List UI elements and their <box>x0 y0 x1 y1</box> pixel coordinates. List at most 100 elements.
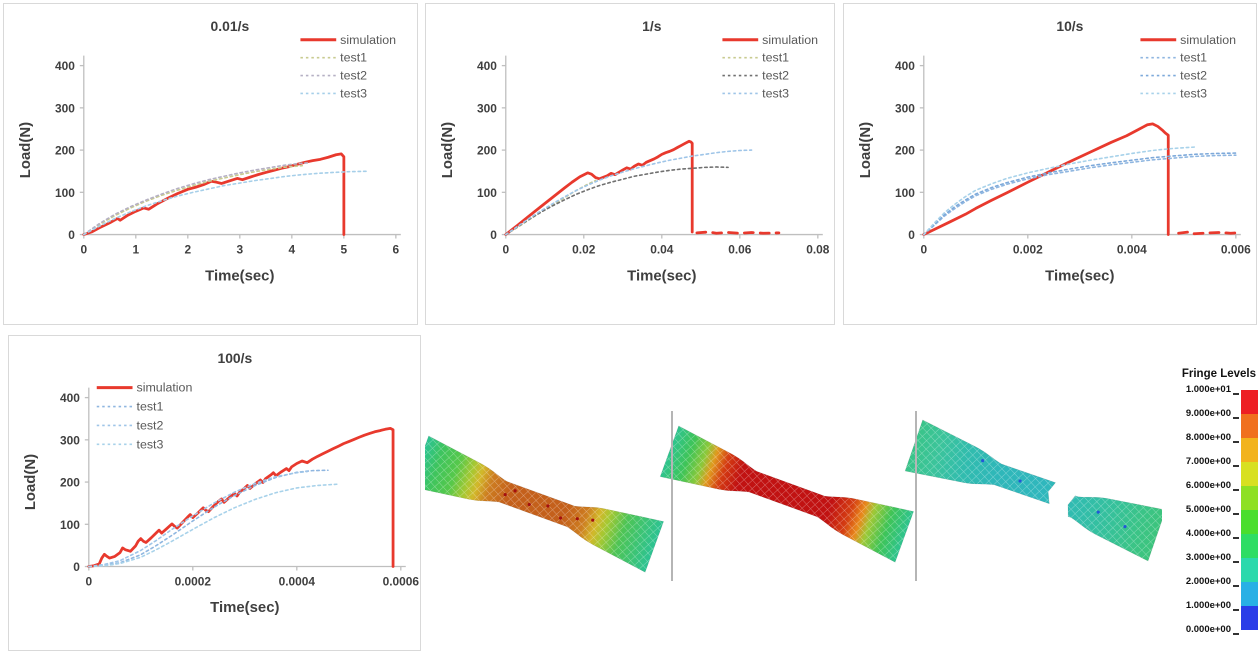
series-test1 <box>922 154 1237 236</box>
x-tick-label: 6 <box>393 242 400 256</box>
fringe-level-label: 4.000e+00 <box>1185 528 1231 539</box>
fringe-speckle <box>575 517 579 521</box>
series-test3 <box>504 149 753 236</box>
legend-item-test2: test2 <box>96 418 163 432</box>
x-tick-label: 0.0002 <box>175 574 212 588</box>
fringe-levels-legend: Fringe Levels 1.000e+01 9.000e+00 8.000e+0… <box>1162 368 1258 650</box>
legend-item-test1: test1 <box>96 400 163 414</box>
legend-label-test3: test3 <box>136 437 163 451</box>
y-tick-label: 300 <box>477 101 497 115</box>
fringe-speckle <box>513 489 517 493</box>
fringe-color-segment <box>1241 414 1258 438</box>
series-simulation <box>922 122 1170 236</box>
series-simulation-after-failure <box>695 230 781 235</box>
legend-label-test2: test2 <box>1180 69 1207 83</box>
chart-panel-100s: 0 0.0002 0.0004 0.0006 0 100 200 300 400 100/s Tim… <box>8 335 421 651</box>
series-test3 <box>922 146 1195 236</box>
fringe-tick <box>1233 561 1239 563</box>
legend-label-simulation: simulation <box>1180 33 1236 47</box>
x-tick-label: 0.0004 <box>279 574 316 588</box>
fringe-level-label: 1.000e+00 <box>1185 600 1231 611</box>
x-tick-label: 0.02 <box>572 242 596 256</box>
legend-item-simulation: simulation <box>722 33 818 47</box>
series-test3 <box>82 170 369 236</box>
fringe-tick <box>1233 465 1239 467</box>
x-tick-label: 1 <box>132 242 139 256</box>
fringe-level-label: 6.000e+00 <box>1185 480 1231 491</box>
y-tick-label: 0 <box>908 228 915 242</box>
fringe-speckle <box>1018 479 1022 483</box>
legend-label-test1: test1 <box>1180 51 1207 65</box>
legend-item-simulation: simulation <box>96 381 192 395</box>
chart-title: 10/s <box>1056 18 1083 34</box>
fringe-level-label: 3.000e+00 <box>1185 552 1231 563</box>
legend-item-test1: test1 <box>722 51 789 65</box>
fringe-levels-scale: 1.000e+01 9.000e+00 8.000e+00 7.000e+00 6.00… <box>1162 384 1258 646</box>
legend-item-test3: test3 <box>722 86 789 100</box>
fringe-level-label: 0.000e+00 <box>1185 624 1231 635</box>
legend-label-test3: test3 <box>340 86 367 100</box>
legend-label-test2: test2 <box>340 69 367 83</box>
y-axis-label: Load(N) <box>440 122 456 178</box>
y-tick-label: 200 <box>477 144 497 158</box>
y-tick-label: 0 <box>68 228 75 242</box>
legend-label-test1: test1 <box>762 51 789 65</box>
x-axis-label: Time(sec) <box>627 268 696 284</box>
fringe-tick <box>1233 489 1239 491</box>
fea-specimen-strip <box>425 403 1162 608</box>
x-tick-label: 0.006 <box>1221 242 1251 256</box>
fringe-tick <box>1233 417 1239 419</box>
axes <box>79 55 401 239</box>
y-axis-label: Load(N) <box>23 454 39 510</box>
y-tick-label: 100 <box>60 518 80 532</box>
fringe-speckle <box>503 493 507 497</box>
y-tick-label: 100 <box>895 186 915 200</box>
legend-item-test3: test3 <box>1140 86 1207 100</box>
legend-label-simulation: simulation <box>340 33 396 47</box>
fringe-tick <box>1233 633 1239 635</box>
legend-label-test1: test1 <box>136 400 163 414</box>
fringe-tick <box>1233 537 1239 539</box>
fringe-tick <box>1233 513 1239 515</box>
y-tick-label: 400 <box>895 59 915 73</box>
axes <box>84 387 406 571</box>
x-tick-label: 4 <box>289 242 296 256</box>
fringe-color-segment <box>1241 606 1258 630</box>
series-test1 <box>82 164 304 236</box>
y-tick-label: 200 <box>55 144 75 158</box>
x-tick-label: 0.002 <box>1013 242 1043 256</box>
chart-0.01s: 0 1 2 3 4 5 6 0 100 200 300 400 0.01/s Time(sec) Load(… <box>18 18 401 284</box>
x-tick-label: 0.0006 <box>383 574 420 588</box>
fringe-level-label: 9.000e+00 <box>1185 408 1231 419</box>
y-tick-label: 300 <box>895 101 915 115</box>
x-tick-label: 0 <box>920 242 927 256</box>
axes <box>919 55 1241 239</box>
legend-label-test3: test3 <box>1180 86 1207 100</box>
series-test2 <box>504 166 729 236</box>
fringe-color-segment <box>1241 582 1258 606</box>
fringe-color-segment <box>1241 390 1258 414</box>
specimen-1 <box>425 435 664 573</box>
fringe-color-segment <box>1241 486 1258 510</box>
fringe-speckle <box>591 518 595 522</box>
x-axis-label: Time(sec) <box>205 268 274 284</box>
series-test3 <box>88 483 340 568</box>
fringe-levels-title: Fringe Levels <box>1181 368 1256 380</box>
legend-item-test1: test1 <box>300 51 367 65</box>
legend-item-test3: test3 <box>300 86 367 100</box>
legend-label-test3: test3 <box>762 86 789 100</box>
specimen-2 <box>659 425 914 563</box>
y-tick-label: 400 <box>60 391 80 405</box>
axes <box>501 55 823 239</box>
series-simulation <box>504 139 694 236</box>
legend-label-simulation: simulation <box>762 33 818 47</box>
y-tick-label: 100 <box>477 186 497 200</box>
series-simulation-after-failure <box>1177 230 1238 236</box>
legend-item-test2: test2 <box>722 69 789 83</box>
chart-panel-1s: 0 0.02 0.04 0.06 0.08 0 100 200 300 400 1/s Time(se… <box>425 3 835 325</box>
y-tick-label: 300 <box>60 433 80 447</box>
x-tick-label: 0 <box>85 574 92 588</box>
chart-panel-10s: 0 0.002 0.004 0.006 0 100 200 300 400 10/s Time(se… <box>843 3 1257 325</box>
series-test1 <box>88 469 329 568</box>
